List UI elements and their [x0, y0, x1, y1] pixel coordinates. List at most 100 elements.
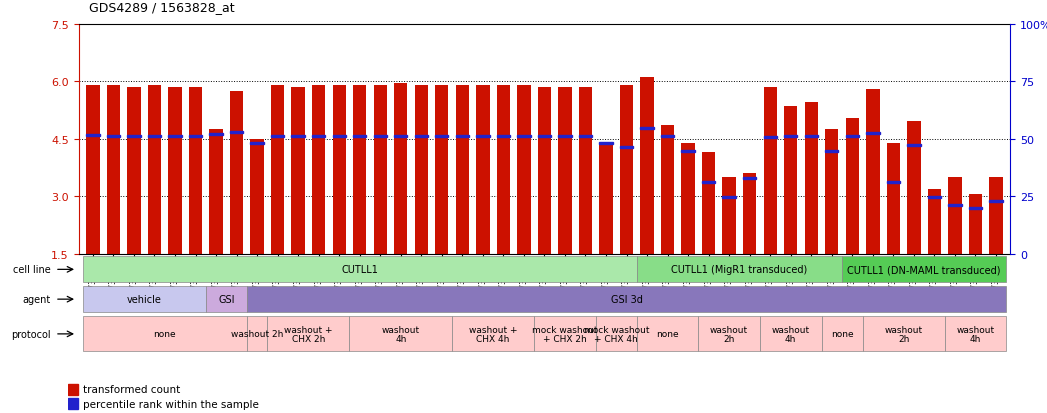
Bar [374, 86, 387, 254]
Bar [579, 135, 593, 138]
Bar [949, 178, 961, 254]
Bar [83, 317, 247, 351]
Bar [968, 208, 982, 210]
Bar [804, 103, 818, 254]
Bar [206, 287, 247, 312]
Bar [374, 135, 387, 138]
Bar [83, 257, 637, 282]
Text: agent: agent [23, 294, 51, 304]
Bar [188, 135, 202, 138]
Bar [148, 86, 161, 254]
Text: washout 2h: washout 2h [231, 330, 284, 339]
Bar [579, 88, 593, 254]
Bar [822, 317, 863, 351]
Bar [496, 135, 510, 138]
Text: transformed count: transformed count [83, 385, 180, 394]
Bar [271, 135, 285, 138]
Bar [436, 86, 448, 254]
Bar [661, 135, 674, 138]
Text: CUTLL1: CUTLL1 [341, 265, 378, 275]
Bar [250, 140, 264, 254]
Bar [333, 86, 346, 254]
Bar [558, 88, 572, 254]
Bar [291, 88, 305, 254]
Bar [784, 107, 798, 254]
Text: washout
2h: washout 2h [885, 325, 922, 343]
Bar [350, 317, 452, 351]
Bar [599, 143, 612, 145]
Bar [989, 200, 1003, 202]
Bar [637, 257, 842, 282]
Bar [230, 131, 243, 133]
Bar [968, 195, 982, 254]
Bar [620, 147, 633, 149]
Bar [701, 153, 715, 254]
Bar [620, 86, 633, 254]
Bar [250, 143, 264, 145]
Bar [169, 88, 182, 254]
Bar [209, 130, 223, 254]
Bar [538, 135, 551, 138]
Bar [944, 317, 1006, 351]
Bar [641, 128, 653, 130]
Bar [83, 287, 206, 312]
Bar [247, 287, 1006, 312]
Bar [517, 135, 531, 138]
Bar [596, 317, 637, 351]
Bar [394, 84, 407, 254]
Bar [722, 197, 736, 199]
Bar [169, 135, 182, 138]
Bar [312, 86, 326, 254]
Text: none: none [830, 330, 853, 339]
Bar [760, 317, 822, 351]
Bar [887, 181, 900, 183]
Bar [128, 88, 140, 254]
Bar [267, 317, 350, 351]
Text: washout
4h: washout 4h [956, 325, 995, 343]
Bar [476, 86, 490, 254]
Bar [415, 86, 428, 254]
Bar [107, 135, 120, 138]
Bar [230, 92, 243, 254]
Text: mock washout
+ CHX 2h: mock washout + CHX 2h [532, 325, 598, 343]
Bar [784, 135, 798, 138]
Bar [804, 135, 818, 138]
Bar [188, 88, 202, 254]
Text: percentile rank within the sample: percentile rank within the sample [83, 399, 259, 409]
Bar [415, 135, 428, 138]
Text: CUTLL1 (MigR1 transduced): CUTLL1 (MigR1 transduced) [671, 265, 807, 275]
Bar [436, 135, 448, 138]
Bar [825, 151, 839, 153]
Bar [394, 135, 407, 138]
Bar [846, 119, 859, 254]
Bar [989, 178, 1003, 254]
Text: none: none [656, 330, 678, 339]
Bar [682, 151, 695, 153]
Bar [701, 181, 715, 183]
Bar [907, 145, 920, 147]
Bar [148, 135, 161, 138]
Bar [86, 86, 99, 254]
Bar [517, 86, 531, 254]
Bar [538, 88, 551, 254]
Text: washout
2h: washout 2h [710, 325, 749, 343]
Bar [68, 384, 79, 395]
Bar [496, 86, 510, 254]
Bar [476, 135, 490, 138]
Bar [928, 197, 941, 199]
Text: mock washout
+ CHX 4h: mock washout + CHX 4h [583, 325, 649, 343]
Text: GSI 3d: GSI 3d [610, 294, 643, 304]
Bar [641, 78, 653, 254]
Text: vehicle: vehicle [127, 294, 161, 304]
Bar [842, 257, 1006, 282]
Bar [209, 134, 223, 136]
Bar [534, 317, 596, 351]
Bar [763, 88, 777, 254]
Text: protocol: protocol [12, 329, 51, 339]
Bar [698, 317, 760, 351]
Bar [128, 135, 140, 138]
Text: washout +
CHX 2h: washout + CHX 2h [284, 325, 333, 343]
Bar [558, 135, 572, 138]
Text: washout
4h: washout 4h [772, 325, 809, 343]
Bar [452, 317, 534, 351]
